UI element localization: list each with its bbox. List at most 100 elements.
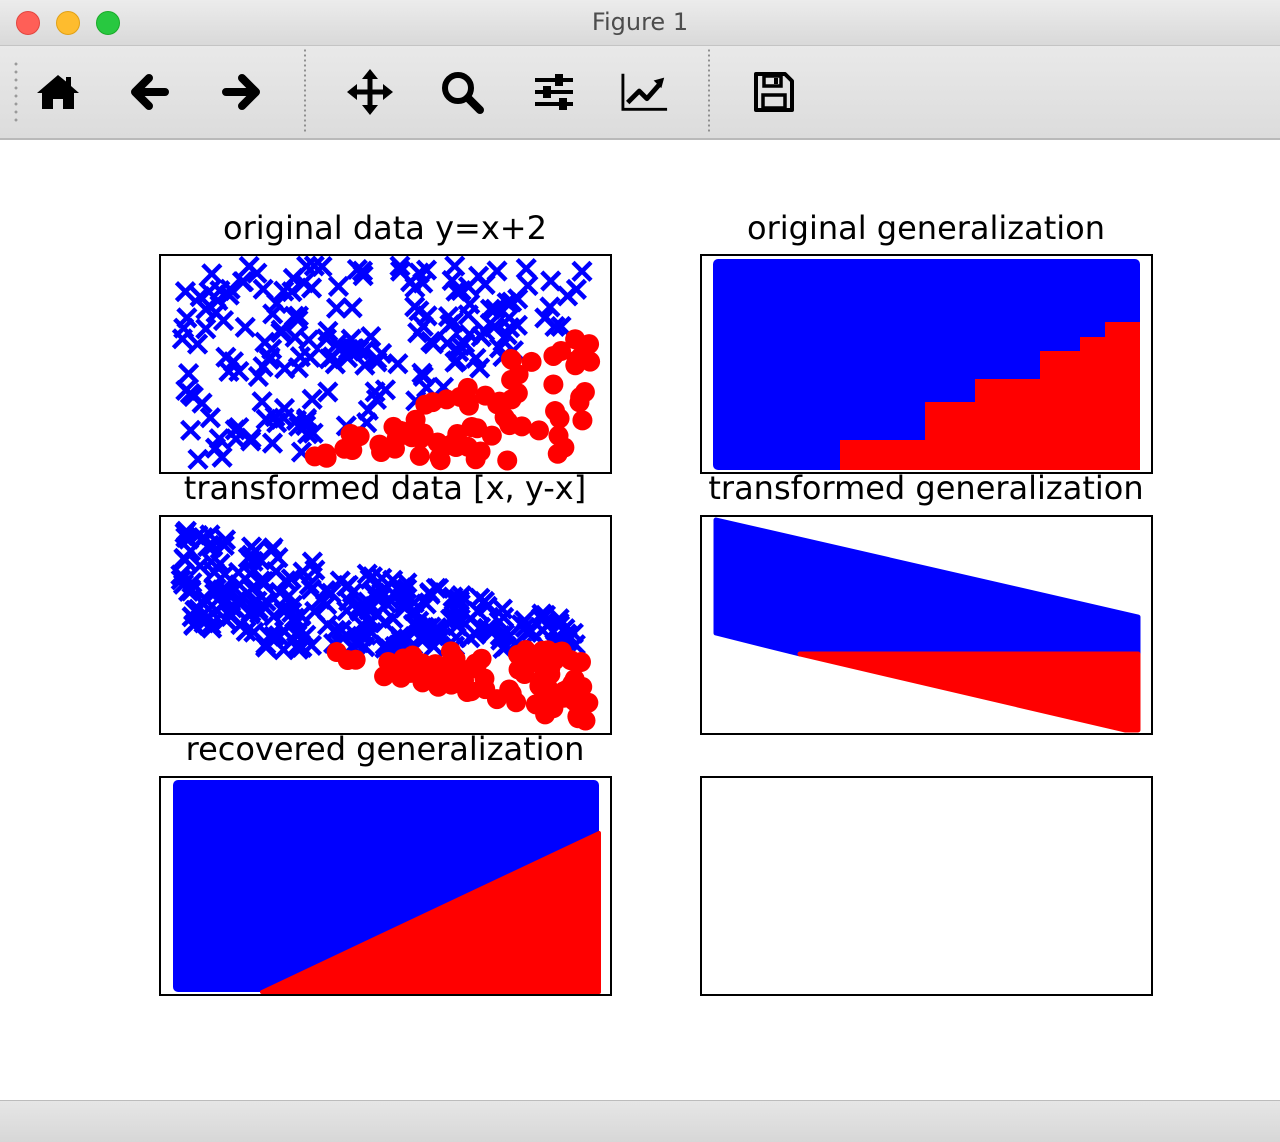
x-marker — [201, 617, 223, 639]
subplot-title: recovered generalization — [186, 730, 585, 768]
figure-canvas[interactable]: original data y=x+2 original generalizat… — [0, 140, 1280, 1100]
circle-marker — [547, 443, 568, 464]
x-marker — [295, 409, 317, 432]
x-marker — [187, 524, 209, 547]
subplot-transformed-data: transformed data [x, y-x] — [159, 469, 612, 735]
x-marker — [316, 614, 339, 636]
forward-button[interactable] — [217, 68, 265, 116]
circle-marker — [410, 428, 431, 449]
circle-marker — [409, 445, 430, 466]
x-marker — [238, 256, 260, 277]
x-marker — [189, 555, 211, 577]
circle-marker — [507, 383, 528, 404]
x-marker — [247, 365, 269, 388]
x-marker — [198, 281, 220, 303]
subplot-title: original generalization — [747, 209, 1105, 247]
axes-frame — [700, 254, 1153, 474]
x-marker — [214, 529, 237, 551]
circle-marker — [565, 355, 586, 376]
zoom-button[interactable] — [438, 68, 486, 116]
x-marker — [544, 315, 566, 337]
x-marker — [330, 619, 353, 641]
x-marker — [186, 333, 209, 355]
save-button[interactable] — [750, 68, 798, 116]
x-marker — [263, 605, 285, 627]
blue-region — [713, 517, 1141, 657]
subplot-title: transformed data [x, y-x] — [184, 469, 586, 507]
x-marker — [268, 625, 290, 647]
x-marker — [202, 535, 224, 557]
x-marker — [317, 320, 339, 342]
figure-svg: original data y=x+2 original generalizat… — [159, 209, 1153, 996]
circle-marker — [427, 432, 448, 453]
x-marker — [317, 381, 339, 403]
axes-frame — [159, 776, 612, 996]
x-marker — [510, 614, 533, 636]
pan-icon — [347, 69, 393, 115]
x-marker — [539, 296, 561, 318]
x-marker — [556, 285, 579, 307]
circle-marker — [528, 420, 549, 441]
x-marker — [232, 586, 255, 609]
x-marker — [403, 600, 425, 622]
x-marker — [254, 331, 276, 353]
circle-marker — [465, 653, 486, 674]
x-marker — [530, 607, 552, 629]
x-marker — [387, 353, 409, 375]
x-marker — [228, 360, 250, 383]
circle-marker — [521, 351, 542, 372]
x-marker — [311, 256, 333, 278]
x-marker — [353, 340, 375, 362]
toolbar-grip[interactable] — [14, 60, 18, 122]
subplots-icon — [535, 74, 573, 110]
x-marker — [243, 559, 265, 582]
pan-button[interactable] — [346, 68, 394, 116]
x-marker — [264, 406, 286, 428]
x-marker — [177, 363, 200, 385]
circle-marker — [475, 385, 496, 406]
axes-frame — [159, 254, 612, 474]
close-window-button[interactable] — [16, 11, 40, 35]
zoom-icon — [442, 72, 484, 114]
circle-marker — [551, 341, 572, 362]
x-marker — [540, 270, 562, 292]
circle-marker — [405, 409, 426, 430]
x-marker — [465, 347, 487, 369]
x-marker — [191, 392, 213, 414]
x-marker — [303, 256, 325, 277]
x-marker — [316, 593, 338, 616]
toolbar-separator — [304, 48, 306, 134]
circle-marker — [497, 450, 518, 471]
x-marker — [474, 273, 496, 296]
circle-marker — [565, 329, 586, 350]
x-marker — [327, 275, 350, 297]
circle-marker — [342, 426, 363, 447]
circle-marker — [304, 446, 325, 467]
circle-marker — [557, 679, 578, 700]
maximize-window-button[interactable] — [96, 11, 120, 35]
subplot-original-generalization: original generalization — [700, 209, 1153, 474]
circle-marker — [574, 382, 595, 403]
x-marker — [488, 611, 510, 633]
circle-marker — [457, 436, 478, 457]
x-marker — [364, 584, 386, 607]
subplot-title: transformed generalization — [708, 469, 1143, 507]
x-marker — [498, 307, 520, 329]
subplot-transformed-generalization: transformed generalization — [700, 469, 1153, 735]
customize-button[interactable] — [621, 68, 669, 116]
subplots-button[interactable] — [530, 68, 578, 116]
home-icon — [37, 75, 79, 109]
circle-marker — [415, 394, 436, 415]
circle-marker — [570, 652, 591, 673]
circle-marker — [567, 706, 588, 727]
window-title: Figure 1 — [591, 8, 689, 36]
back-button[interactable] — [126, 68, 174, 116]
x-marker — [369, 585, 391, 607]
x-marker — [283, 305, 305, 327]
axes-frame — [159, 515, 612, 735]
x-marker — [262, 537, 284, 559]
x-marker — [301, 388, 323, 410]
minimize-window-button[interactable] — [56, 11, 80, 35]
x-marker — [216, 582, 238, 605]
home-button[interactable] — [34, 68, 82, 116]
